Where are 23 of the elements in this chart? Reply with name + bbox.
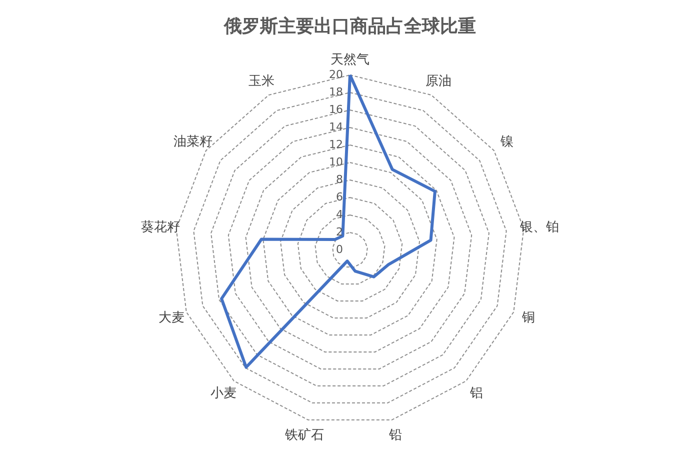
spoke-label: 小麦	[210, 386, 237, 401]
spoke-label: 油菜籽	[174, 134, 213, 150]
spoke-label: 玉米	[248, 74, 274, 90]
y-tick-label: 16	[329, 103, 343, 116]
spoke-label: 铁矿石	[284, 428, 324, 444]
y-tick-label: 10	[329, 156, 343, 168]
y-tick-label: 0	[336, 243, 343, 256]
spoke-label: 大麦	[158, 310, 185, 326]
spoke-label: 原油	[426, 74, 452, 90]
y-tick-label: 14	[329, 120, 343, 134]
spoke-label: 银、铂	[518, 220, 559, 236]
y-tick-label: 20	[329, 68, 343, 81]
spoke-label: 铅	[388, 428, 402, 444]
y-tick-label: 12	[329, 138, 343, 151]
spoke-label: 天然气	[330, 52, 370, 68]
spoke-label: 葵花籽	[141, 220, 180, 236]
chart-title: 俄罗斯主要出口商品占全球比重	[223, 16, 476, 37]
spoke-label: 铝	[468, 386, 483, 401]
y-tick-label: 6	[336, 190, 343, 204]
spoke-label: 镍	[499, 134, 514, 150]
spoke-label: 铜	[520, 310, 535, 326]
y-tick-label: 8	[336, 173, 343, 186]
y-tick-label: 18	[329, 86, 343, 98]
